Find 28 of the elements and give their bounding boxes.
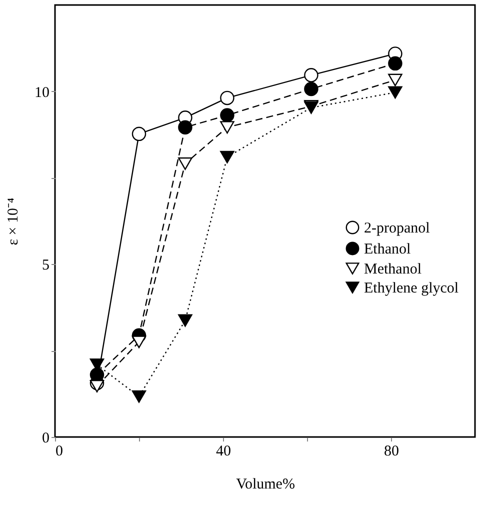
legend-label: Ethylene glycol (364, 280, 459, 296)
x-tick-label: 40 (216, 444, 231, 460)
point (388, 74, 402, 86)
point (132, 390, 146, 403)
x-tick-label: 80 (384, 444, 399, 460)
point (304, 68, 318, 82)
point (220, 90, 234, 106)
y-tick-label: 5 (42, 258, 50, 274)
point (132, 336, 146, 348)
legend-label: Methanol (364, 262, 422, 278)
x-axis-title: Volume% (236, 476, 295, 492)
point (304, 82, 318, 96)
point (132, 126, 146, 142)
legend-label: Ethanol (364, 242, 411, 258)
point (388, 56, 402, 71)
point (220, 121, 234, 134)
point (178, 120, 192, 134)
point (220, 108, 234, 122)
point (90, 380, 104, 392)
point (220, 150, 234, 164)
point (388, 86, 402, 99)
point (178, 314, 192, 327)
y-tick-label: 10 (34, 84, 50, 101)
point (178, 157, 192, 170)
x-tick-label: 0 (56, 444, 63, 460)
legend-label: 2-propanol (364, 220, 430, 236)
y-tick-label: 0 (42, 430, 50, 446)
y-axis-title: ε × 10⁻⁴ (6, 198, 22, 246)
